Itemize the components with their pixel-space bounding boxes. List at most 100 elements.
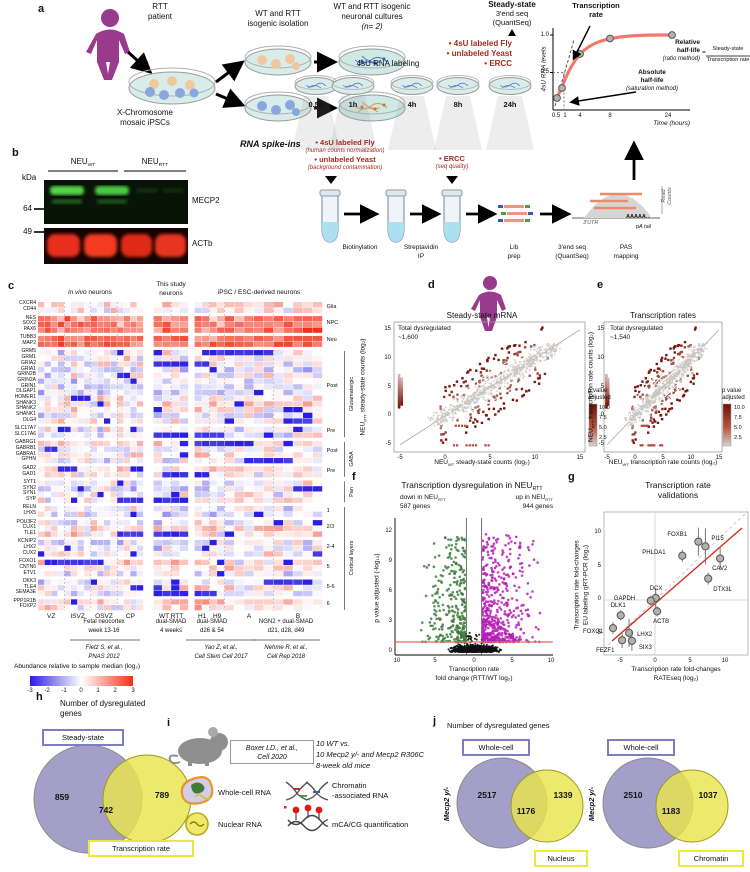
venn-j2-top-label: Whole-cell <box>607 739 675 756</box>
spikein-workflow <box>319 140 663 243</box>
equation-numerator: Steady-state <box>712 46 744 52</box>
mosaic-caption: mosaic iPSCs <box>120 118 170 127</box>
curve-xtick: 24 <box>664 113 672 119</box>
venn-j2 <box>602 757 729 849</box>
whole-cell-icon <box>180 776 214 805</box>
cap-ngn2: d21, d28, d49 <box>267 628 305 634</box>
panel-d-xtick: -5 <box>397 455 403 461</box>
absolute-half-life: Absolute <box>638 69 666 76</box>
panel-c-label: c <box>8 280 15 292</box>
patient-caption: patient <box>147 12 173 21</box>
abundance-colorbar <box>30 676 133 686</box>
panel-j-title: Number of dysregulated genes <box>447 721 550 730</box>
venn-j1-count-ab: 1176 <box>516 806 536 816</box>
equation-denominator: Transcription rate <box>706 57 750 63</box>
panel-e-cbar-tick: 10.0 <box>734 405 745 411</box>
cite-nehme: Cell Rep 2018 <box>266 654 306 660</box>
panel-g-ylabel: EU labeling qRT-PCR (log₂) <box>582 544 590 626</box>
cap-fetal: Fetal neocortex <box>83 619 125 625</box>
panel-h-title: genes <box>60 709 82 718</box>
spike-bullet: • ERCC <box>484 59 512 68</box>
panel-a-label: a <box>38 3 45 15</box>
panel-d-cbar-tick: 2.5 <box>599 435 607 441</box>
transcription-rate-caption: rate <box>589 10 603 19</box>
western-blot <box>34 170 188 264</box>
venn-j1-top-label: Whole-cell <box>462 739 530 756</box>
panel-e-cbar-title: adjusted <box>722 395 745 401</box>
step-biotinylation: Biotinylation <box>342 244 378 251</box>
legend-tick: 3 <box>131 688 135 694</box>
panel-g-ytick: 0 <box>597 596 601 602</box>
panel-g-ytick: 5 <box>597 563 601 569</box>
cite-fietz: PNAS 2012 <box>88 654 120 660</box>
arrow <box>215 60 245 84</box>
panel-f-ytick: 3 <box>388 618 392 624</box>
mecp2-label: MECP2 <box>192 196 220 205</box>
cite-fietz: Fietz S, et al., <box>85 645 123 651</box>
panel-g-xtick: 10 <box>721 658 729 664</box>
panel-d-ytick: 15 <box>384 326 391 332</box>
panel-e-cbar-tick: 7.5 <box>734 415 742 421</box>
cap-smad: dual-SMAD <box>155 619 187 625</box>
panel-e-ytick: 10 <box>597 355 604 361</box>
mice-desc: 10 WT vs. <box>316 739 350 748</box>
panel-i-label: i <box>167 717 171 729</box>
cap-smad2: d26 & 54 <box>199 628 225 634</box>
legend-tick: 2 <box>113 688 117 694</box>
patient-caption: RTT <box>152 2 168 11</box>
panel-h-label: h <box>36 691 43 703</box>
panel-f-ytick: 12 <box>385 528 392 534</box>
panel-d-cbar-tick: 7.5 <box>599 415 607 421</box>
down-label: down in NEURTT <box>400 494 446 502</box>
panel-f-ytick: 6 <box>388 588 392 594</box>
chromatin-rna-label: Chromatin <box>332 781 367 790</box>
cultures-caption: neuronal cultures <box>341 12 403 21</box>
read-counts-label: Read Counts <box>661 187 673 205</box>
venn-h-count-b: 789 <box>154 790 170 800</box>
panel-f-ylabel: p value adjusted (-log₁₀) <box>373 553 381 623</box>
up-triangle-icon <box>508 29 516 36</box>
panel-h-title: Number of dysregulated <box>60 699 146 708</box>
panel-e-cbar-tick: 5.0 <box>734 425 742 431</box>
cap-smad: 4 weeks <box>159 628 183 634</box>
step-libprep: Lib <box>509 244 519 251</box>
panel-e-title: Transcription rates <box>630 311 696 320</box>
panel-e-xlabel: NEUWT transcription rate counts (log₂) <box>608 459 718 467</box>
cap-fetal: week 13-16 <box>88 628 120 634</box>
venn-h-count-a: 859 <box>54 792 70 802</box>
marker-64: 64 <box>23 204 32 213</box>
venn-j1 <box>456 757 584 849</box>
curve-xlabel: Time (hours) <box>653 120 690 127</box>
panel-f-xlabel: fold change (RTT/WT log₂) <box>435 675 513 682</box>
panel-e-ytick: 15 <box>597 326 604 332</box>
venn-j2-count-b: 1037 <box>698 790 718 800</box>
relative-half-life-method: (ratio method) <box>662 56 700 62</box>
panel-d-total: ~1,600 <box>398 334 419 341</box>
relative-half-life: Relative <box>675 39 700 46</box>
legend-tick: -3 <box>27 688 33 694</box>
curve-xtick: 4 <box>578 113 582 119</box>
panel-f-xlabel: Transcription rate <box>448 666 500 673</box>
spike-bullet: • 4sU labeled Fly <box>448 39 512 48</box>
venn-j2-count-ab: 1183 <box>661 806 681 816</box>
wt-dish <box>244 45 312 76</box>
panel-g-xlabel: Transcription rate fold-changes <box>631 666 721 673</box>
neuronal-culture-dish-rtt <box>338 91 406 122</box>
absolute-half-life-method: (saturation method) <box>625 86 679 92</box>
whole-cell-rna-label: Whole-cell RNA <box>218 788 271 797</box>
ercc-note: (seq quality) <box>435 164 469 170</box>
steady-state-caption: Steady-state <box>488 0 536 9</box>
up-label: up in NEURTT <box>515 494 553 502</box>
actb-label: ACTb <box>192 239 213 248</box>
panel-e-total: ~1,540 <box>610 334 631 341</box>
cite-nehme: Nehme R, et al., <box>264 645 308 651</box>
header-study: neurons <box>159 290 183 297</box>
polya-label: AAAAA... <box>626 214 651 220</box>
panel-d-xtick: 5 <box>488 455 492 461</box>
legend-tick: 0 <box>79 688 83 694</box>
panel-e-total: Total dysregulated <box>610 325 663 332</box>
panel-d-cbar-title: adjusted <box>588 395 611 401</box>
mice-desc: 10 Mecp2 y/- and Mecp2 R306C <box>316 750 424 759</box>
cap-smad2: dual-SMAD <box>196 619 228 625</box>
